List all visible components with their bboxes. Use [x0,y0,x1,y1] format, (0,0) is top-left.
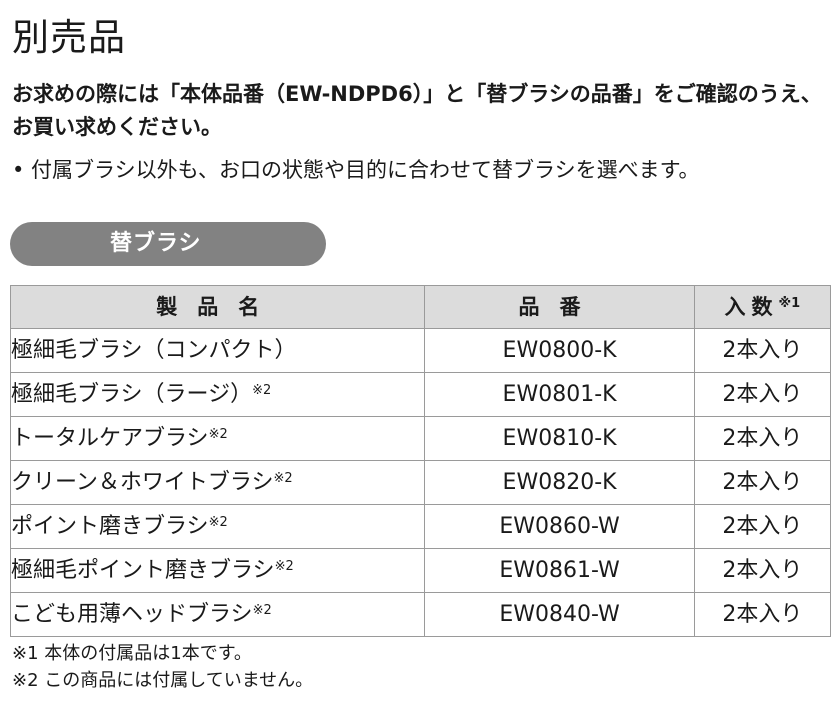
footnotes: ※1 本体の付属品は1本です。 ※2 この商品には付属していません。 [12,640,313,694]
product-quantity: 2本入り [693,504,832,549]
product-name-cell: クリーン＆ホワイトブラシ※2 [9,460,426,505]
footnote-mark: ※2 [273,470,293,486]
note-text: • 付属ブラシ以外も、お口の状態や目的に合わせて替ブラシを選べます。 [12,158,700,182]
table-row: こども用薄ヘッドブラシ※2 EW0840-W 2本入り [9,592,832,637]
footnote-mark: ※2 [208,514,228,530]
product-quantity: 2本入り [693,460,832,505]
table-row: 極細毛ポイント磨きブラシ※2 EW0861-W 2本入り [9,548,832,593]
product-name-cell: ポイント磨きブラシ※2 [9,504,426,549]
product-name: 極細毛ブラシ（コンパクト） [11,337,297,363]
product-name-cell: 極細毛ブラシ（コンパクト） [9,328,426,373]
product-quantity: 2本入り [693,328,832,373]
intro-text: お求めの際には「本体品番（EW-NDPD6）」と「替ブラシの品番」をご確認のうえ… [12,82,822,139]
table-row: ポイント磨きブラシ※2 EW0860-W 2本入り [9,504,832,549]
product-name: こども用薄ヘッドブラシ [11,601,253,627]
product-code: EW0840-W [424,592,695,637]
product-name-cell: こども用薄ヘッドブラシ※2 [9,592,426,637]
product-name-cell: 極細毛ブラシ（ラージ）※2 [9,372,426,417]
product-code: EW0800-K [424,328,695,373]
footnote-1: ※1 本体の付属品は1本です。 [12,643,252,664]
product-name: 極細毛ブラシ（ラージ） [11,381,253,407]
product-name-cell: トータルケアブラシ※2 [9,416,426,461]
product-code: EW0861-W [424,548,695,593]
page-title: 別売品 [12,16,126,59]
header-quantity: 入数※1 [693,285,832,329]
table-header-row: 製品名 品番 入数※1 [9,285,832,329]
footnote-mark: ※2 [252,382,272,398]
product-quantity: 2本入り [693,372,832,417]
footnote-mark: ※2 [274,558,294,574]
product-code: EW0820-K [424,460,695,505]
header-product-name: 製品名 [9,285,426,329]
product-quantity: 2本入り [693,592,832,637]
table-row: 極細毛ブラシ（コンパクト） EW0800-K 2本入り [9,328,832,373]
product-code: EW0810-K [424,416,695,461]
product-quantity: 2本入り [693,548,832,593]
product-code: EW0860-W [424,504,695,549]
table-row: トータルケアブラシ※2 EW0810-K 2本入り [9,416,832,461]
footnote-mark: ※2 [208,426,228,442]
header-product-code: 品番 [424,285,695,329]
header-quantity-footnote-mark: ※1 [778,296,801,311]
header-quantity-label: 入数 [724,295,779,319]
replacement-brush-table: 製品名 品番 入数※1 極細毛ブラシ（コンパクト） EW0800-K 2本入り … [9,285,832,637]
table-row: クリーン＆ホワイトブラシ※2 EW0820-K 2本入り [9,460,832,505]
table-row: 極細毛ブラシ（ラージ）※2 EW0801-K 2本入り [9,372,832,417]
section-label-replacement-brush: 替ブラシ [10,222,326,266]
product-name: 極細毛ポイント磨きブラシ [11,557,275,583]
product-name: クリーン＆ホワイトブラシ [11,469,274,495]
product-name: ポイント磨きブラシ [11,513,209,539]
product-code: EW0801-K [424,372,695,417]
footnote-2: ※2 この商品には付属していません。 [12,670,314,691]
product-name-cell: 極細毛ポイント磨きブラシ※2 [9,548,426,593]
product-quantity: 2本入り [693,416,832,461]
product-name: トータルケアブラシ [11,425,209,451]
footnote-mark: ※2 [252,602,272,618]
